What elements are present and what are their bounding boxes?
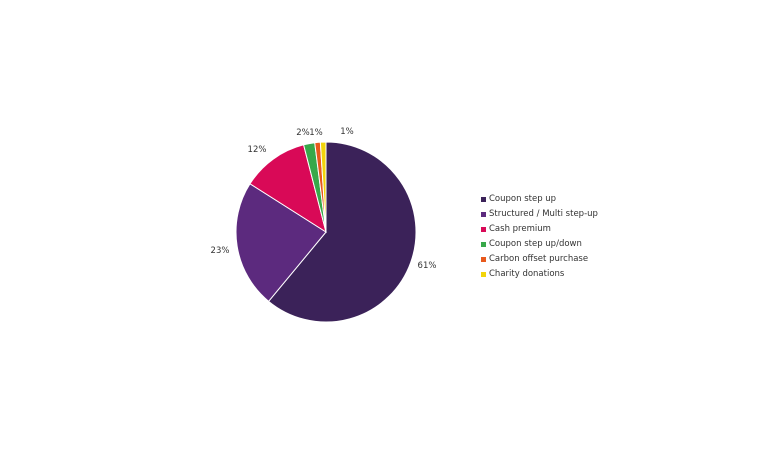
legend-swatch	[481, 212, 486, 217]
data-label: 1%	[340, 127, 354, 137]
legend-item: Structured / Multi step-up	[481, 207, 598, 222]
data-label: 1%	[309, 128, 323, 138]
pie-slice	[267, 141, 417, 323]
legend-label: Coupon step up/down	[489, 239, 582, 249]
legend-swatch	[481, 272, 486, 277]
data-label: 2%	[296, 128, 310, 138]
legend-label: Charity donations	[489, 269, 565, 279]
data-label: 23%	[211, 246, 230, 256]
legend-item: Carbon offset purchase	[481, 252, 598, 267]
legend-swatch	[481, 257, 486, 262]
legend-item: Cash premium	[481, 222, 598, 237]
data-label: 12%	[248, 145, 267, 155]
pie-slice	[249, 144, 327, 234]
legend-label: Structured / Multi step-up	[489, 209, 598, 219]
data-label: 61%	[418, 261, 437, 271]
pie-slice	[319, 141, 327, 233]
legend: Coupon step up Structured / Multi step-up…	[481, 192, 598, 282]
legend-label: Carbon offset purchase	[489, 254, 589, 264]
legend-item: Charity donations	[481, 267, 598, 282]
legend-item: Coupon step up	[481, 192, 598, 207]
legend-swatch	[481, 227, 486, 232]
legend-label: Cash premium	[489, 224, 551, 234]
legend-item: Coupon step up/down	[481, 237, 598, 252]
pie-slice	[235, 183, 327, 303]
legend-label: Coupon step up	[489, 194, 557, 204]
legend-swatch	[481, 242, 486, 247]
legend-swatch	[481, 197, 486, 202]
